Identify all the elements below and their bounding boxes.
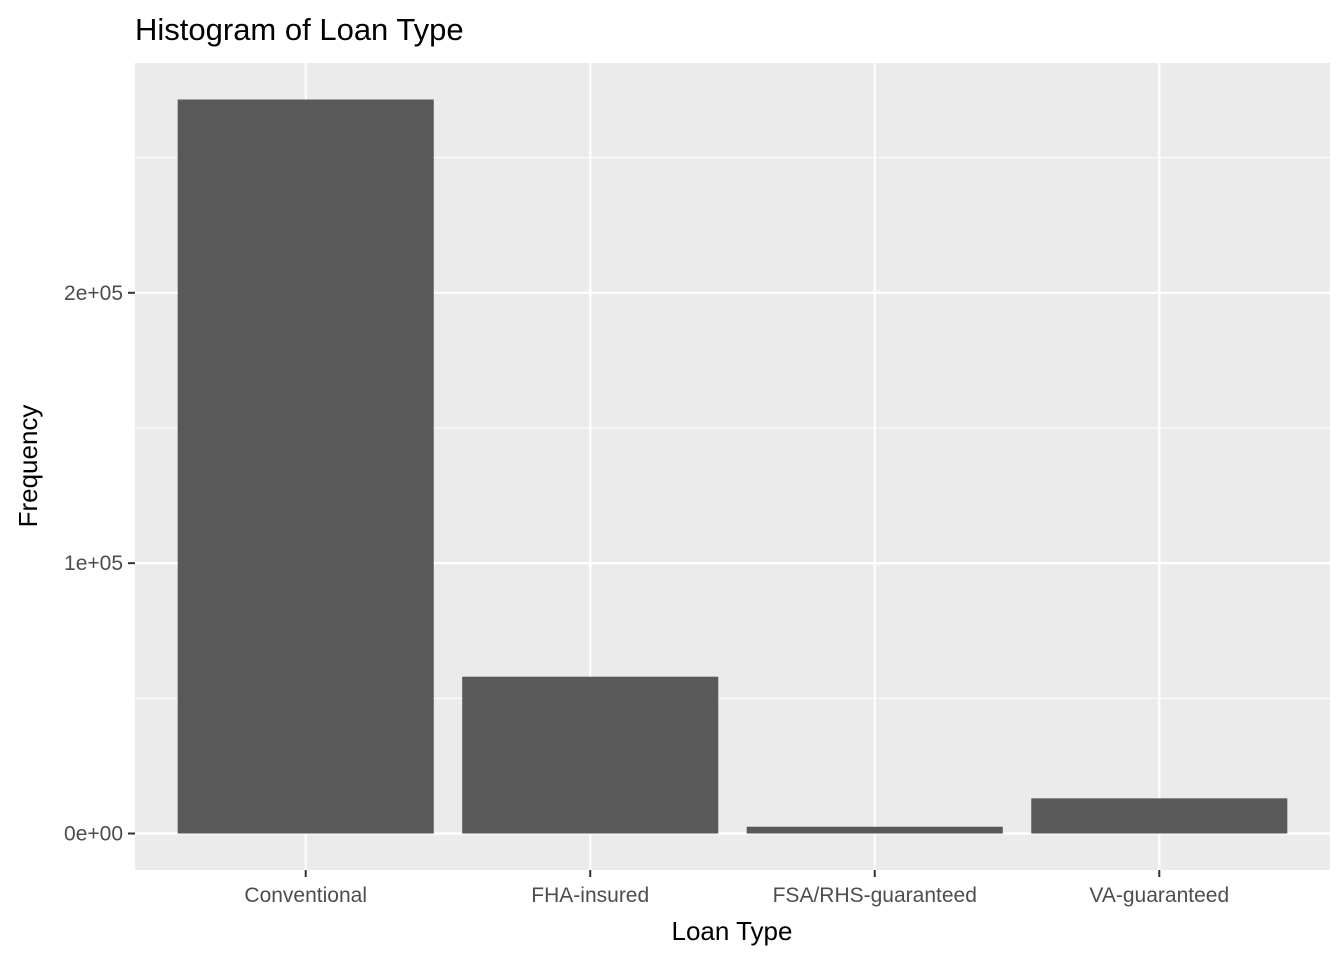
- bar-conventional: [177, 99, 434, 834]
- x-tick-label: VA-guaranteed: [1089, 884, 1229, 907]
- x-axis-title: Loan Type: [672, 916, 793, 946]
- bars: [177, 99, 1288, 834]
- y-tick-label: 2e+05: [64, 282, 123, 305]
- y-axis-title: Frequency: [13, 405, 43, 528]
- x-tick-label: FHA-insured: [531, 884, 649, 907]
- x-tick-label: FSA/RHS-guaranteed: [773, 884, 977, 907]
- chart-title: Histogram of Loan Type: [135, 12, 464, 47]
- axes: 0e+00 1e+05 2e+05 Conventional FHA-insured FS…: [64, 282, 1229, 907]
- x-tick-label: Conventional: [244, 884, 367, 907]
- y-tick-label: 1e+05: [64, 552, 123, 575]
- bar-fha-insured: [462, 676, 719, 834]
- bar-va-guaranteed: [1031, 798, 1288, 834]
- y-tick-label: 0e+00: [64, 823, 123, 846]
- bar-fsa-rhs-guaranteed: [746, 826, 1003, 834]
